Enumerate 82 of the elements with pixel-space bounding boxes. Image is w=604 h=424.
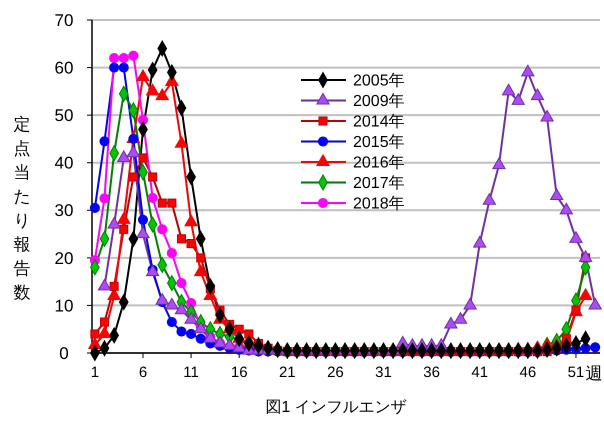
point <box>148 172 158 182</box>
point <box>100 318 110 327</box>
point <box>184 214 198 226</box>
point <box>244 329 254 338</box>
point <box>148 192 158 203</box>
point <box>530 88 544 100</box>
point <box>512 93 525 105</box>
point <box>521 64 534 76</box>
point <box>186 328 196 340</box>
y-tick-label: 60 <box>54 58 74 78</box>
point <box>166 317 177 328</box>
x-tick-label: 11 <box>183 364 199 381</box>
legend-label: 2017年 <box>353 175 405 192</box>
point <box>502 84 516 96</box>
point <box>196 334 206 344</box>
point <box>136 226 150 238</box>
point <box>108 216 121 229</box>
point <box>117 212 130 224</box>
point <box>128 172 138 182</box>
y-tick-label: 70 <box>54 10 74 30</box>
point <box>590 342 600 352</box>
point <box>166 248 177 258</box>
y-tick-label: 50 <box>54 106 74 126</box>
y-tick-label: 40 <box>54 154 74 173</box>
point <box>138 214 148 225</box>
point <box>138 153 148 162</box>
point <box>119 224 128 234</box>
point <box>117 150 130 162</box>
x-tick-label: 26 <box>327 364 344 381</box>
point <box>196 253 206 262</box>
point <box>176 326 187 337</box>
point <box>560 202 573 214</box>
point <box>146 84 160 96</box>
legend-label: 2018年 <box>353 196 405 213</box>
point <box>158 198 167 208</box>
point <box>473 236 486 248</box>
point <box>492 158 506 170</box>
point <box>482 193 496 205</box>
x-axis-title: 週 <box>586 364 602 383</box>
y-tick-label: 0 <box>59 344 69 363</box>
point <box>176 278 187 288</box>
point <box>128 50 138 61</box>
x-tick-label: 41 <box>471 364 488 381</box>
x-tick-label: 46 <box>519 364 536 381</box>
point <box>99 136 110 146</box>
point <box>136 70 150 82</box>
point <box>157 224 168 234</box>
point <box>99 193 110 204</box>
point <box>540 110 554 122</box>
point <box>550 188 564 200</box>
x-tick-label: 36 <box>423 364 440 381</box>
point <box>176 234 186 244</box>
legend-label: 2005年 <box>353 72 405 90</box>
y-tick-label: 30 <box>54 201 74 220</box>
x-tick-label: 21 <box>278 364 296 381</box>
point <box>109 53 120 64</box>
point <box>186 239 196 248</box>
point <box>90 202 100 213</box>
point <box>174 136 188 148</box>
legend-label: 2009年 <box>353 93 405 110</box>
legend-label: 2016年 <box>353 154 405 172</box>
y-axis-title: 定点当たり報告数 <box>14 115 30 302</box>
y-tick-label: 20 <box>54 248 74 268</box>
point <box>109 62 120 73</box>
legend-label: 2014年 <box>353 114 405 131</box>
point <box>167 198 176 208</box>
point <box>156 88 169 100</box>
x-tick-label: 51 <box>568 364 584 381</box>
text: 図1 インフルエンザ <box>265 399 407 416</box>
point <box>110 282 119 291</box>
x-tick-label: 1 <box>90 364 100 381</box>
point <box>118 62 129 73</box>
x-tick-label: 6 <box>138 364 148 381</box>
x-tick-label: 16 <box>230 364 248 381</box>
y-tick-label: 10 <box>54 296 74 316</box>
point <box>90 329 100 338</box>
point <box>234 324 244 334</box>
point <box>126 146 140 158</box>
point <box>118 53 129 64</box>
x-tick-label: 31 <box>375 364 392 381</box>
point <box>194 264 208 276</box>
legend-label: 2015年 <box>353 134 405 152</box>
